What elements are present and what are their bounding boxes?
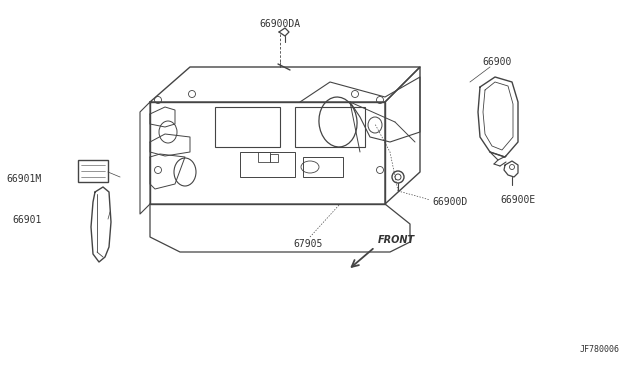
Bar xyxy=(78,160,108,182)
Text: FRONT: FRONT xyxy=(378,235,415,245)
Bar xyxy=(215,107,280,147)
Bar xyxy=(270,154,278,162)
Text: JF780006: JF780006 xyxy=(580,345,620,354)
Bar xyxy=(295,107,365,147)
Text: 66901M: 66901M xyxy=(7,174,42,184)
Text: 66900DA: 66900DA xyxy=(259,19,301,29)
Text: 66900E: 66900E xyxy=(500,195,535,205)
Text: 66901: 66901 xyxy=(13,215,42,225)
Bar xyxy=(258,152,270,162)
Bar xyxy=(303,157,343,177)
Text: 66900D: 66900D xyxy=(432,197,467,207)
Bar xyxy=(240,152,295,177)
Text: 66900: 66900 xyxy=(482,57,511,67)
Text: 67905: 67905 xyxy=(293,239,323,249)
